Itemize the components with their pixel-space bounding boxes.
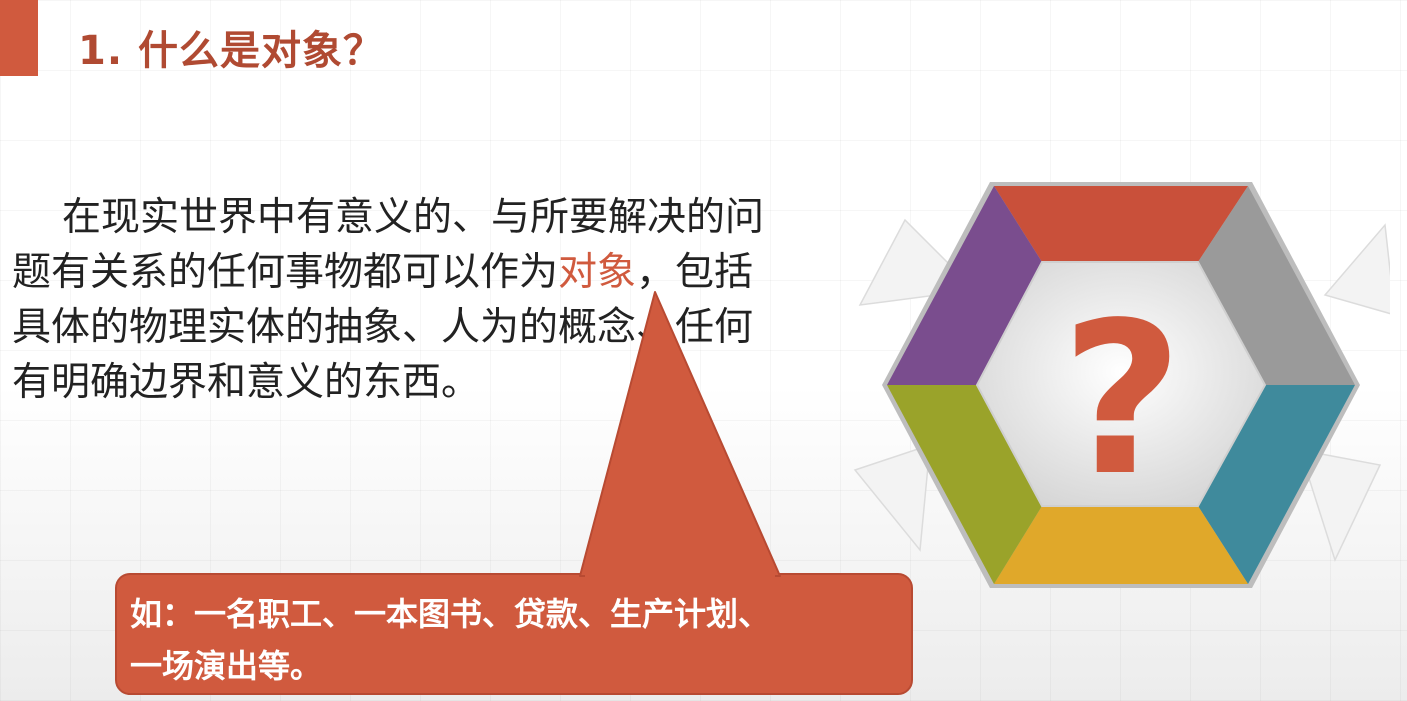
definition-line-4: 有明确边界和意义的东西。 [12,360,481,405]
definition-line-3: 具体的物理实体的抽象、人为的概念、任何 [12,305,754,350]
callout-line-1: 如：一名职工、一本图书、贷款、生产计划、 [130,595,771,633]
example-callout: 如：一名职工、一本图书、贷款、生产计划、 一场演出等。 [130,588,900,692]
slide-title: 1. 什么是对象？ [78,28,384,74]
callout-line-2: 一场演出等。 [130,647,323,685]
definition-line-2-tail: ，包括 [636,250,754,295]
definition-line-2-text: 题有关系的任何事物都可以作为 [12,250,559,295]
definition-line-1: 在现实世界中有意义的、与所要解决的问 [62,195,765,240]
question-symbol: ? [1061,277,1183,522]
question-mark-hexagon-icon: ? [853,182,1390,588]
definition-line-2: 题有关系的任何事物都可以作为对象，包括 [12,245,872,300]
definition-paragraph: 在现实世界中有意义的、与所要解决的问 题有关系的任何事物都可以作为对象，包括 具… [12,190,872,410]
title-accent-bar [0,0,38,76]
highlight-term: 对象 [558,250,637,295]
